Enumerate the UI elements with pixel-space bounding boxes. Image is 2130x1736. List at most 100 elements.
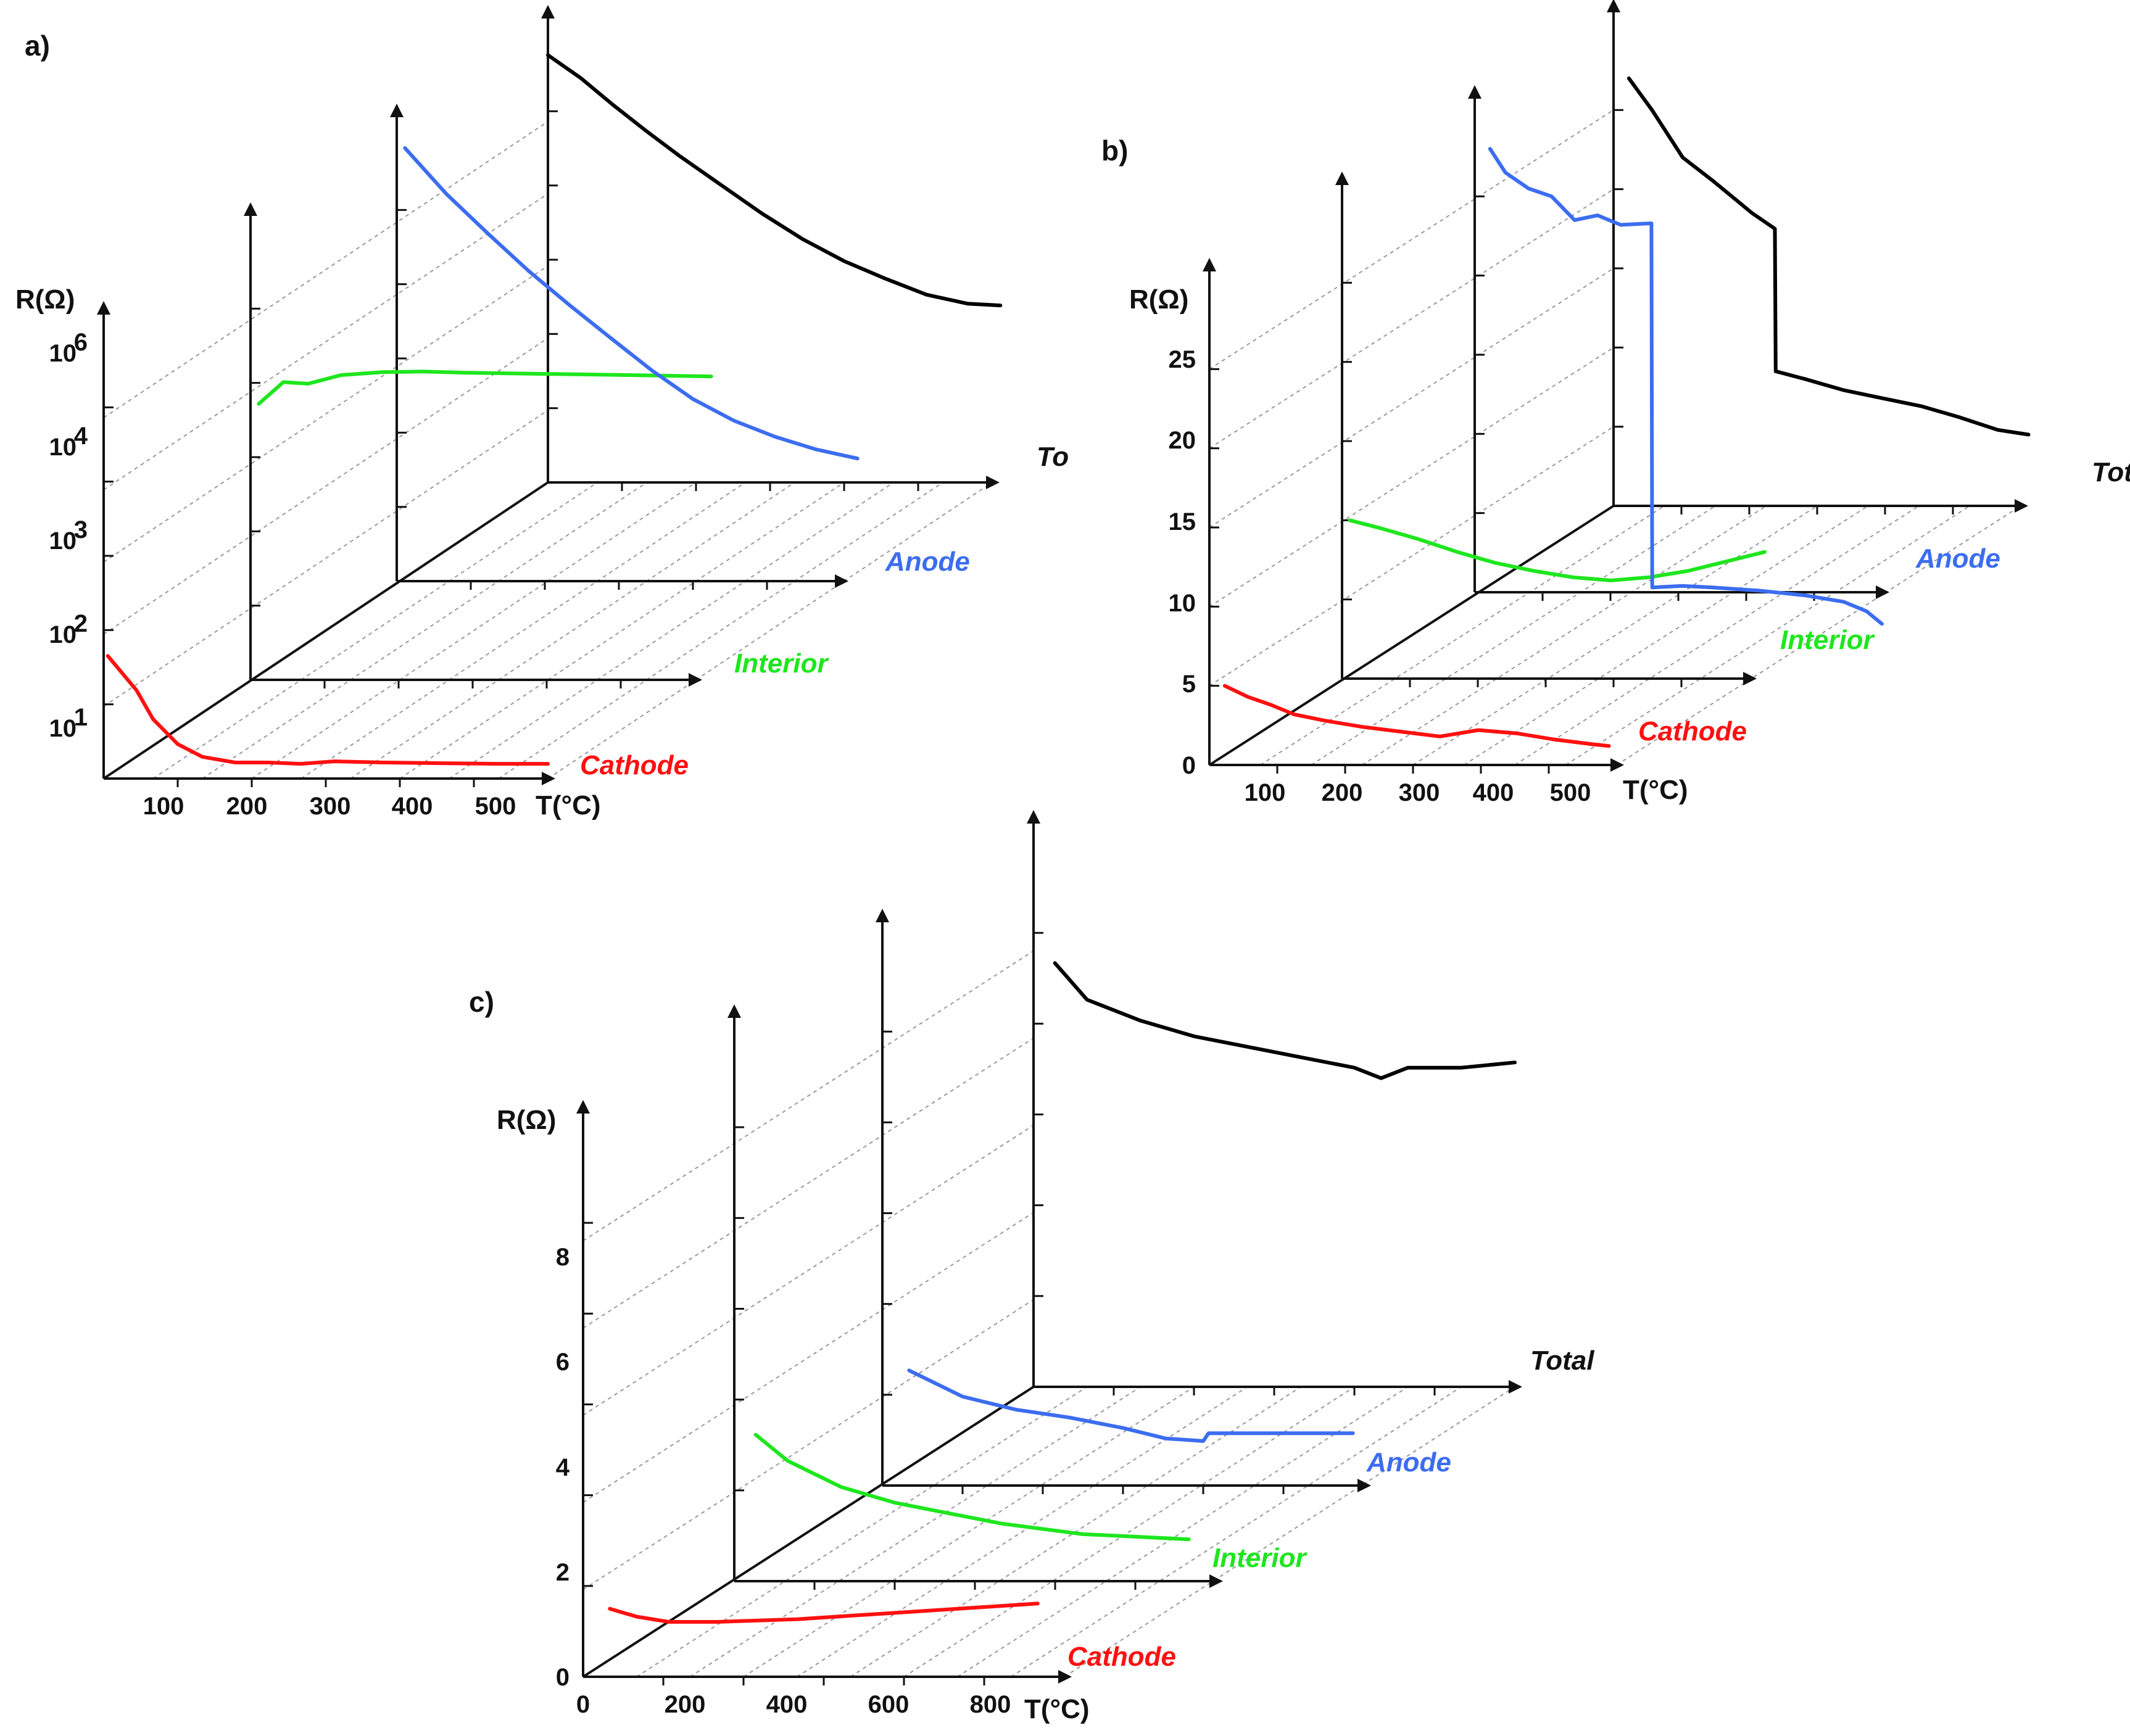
series-line-anode — [403, 146, 860, 461]
y-axis-arrow — [1203, 258, 1216, 271]
depth-guide-line — [1412, 505, 1818, 766]
x-tick-label: 300 — [310, 793, 351, 820]
y-tick-label: 10 — [49, 434, 77, 461]
depth-guide-line — [547, 482, 993, 779]
y-tick-exponent: 4 — [74, 423, 88, 450]
depth-guide-line — [103, 121, 549, 418]
y-tick-label: 10 — [49, 715, 77, 742]
y-tick-label: 4 — [556, 1454, 570, 1481]
depth-guide-line — [582, 1037, 1034, 1329]
depth-guide-line — [1064, 1386, 1515, 1677]
x-tick-label: 500 — [1550, 779, 1591, 806]
y-tick-label: 6 — [556, 1349, 570, 1376]
depth-guide-line — [103, 193, 549, 490]
x-axis-arrow — [1509, 1380, 1522, 1394]
depth-guide-line — [1209, 268, 1614, 528]
x-tick-label: 300 — [1399, 779, 1440, 806]
series-line-cathode — [608, 1602, 1040, 1624]
x-axis-title: T(°C) — [1024, 1694, 1090, 1724]
y-tick-label: 8 — [556, 1244, 570, 1271]
x-axis-title: T(°C) — [1623, 775, 1688, 805]
y-tick-exponent: 2 — [74, 610, 88, 637]
series-label-cathode: Cathode — [1067, 1642, 1176, 1672]
depth-guide-line — [582, 1125, 1034, 1416]
series-label-total: Total — [1530, 1345, 1594, 1376]
x-tick-label: 100 — [143, 793, 184, 820]
x-axis-arrow — [542, 772, 555, 785]
depth-guide-line — [582, 950, 1034, 1242]
x-axis-arrow — [1058, 1670, 1072, 1684]
x-tick-label: 400 — [1473, 779, 1514, 806]
depth-guide-line — [1616, 505, 2021, 766]
series-label-cathode: Cathode — [1638, 716, 1747, 746]
x-tick-label: 200 — [1322, 779, 1363, 806]
series-label-interior: Interior — [1780, 625, 1875, 655]
y-axis-arrow — [541, 5, 555, 19]
depth-guide-line — [103, 337, 549, 635]
depth-guide-line — [1311, 505, 1716, 766]
y-tick-exponent: 1 — [74, 704, 88, 731]
depth-guide-line — [689, 1386, 1141, 1677]
x-tick-label: 600 — [868, 1691, 910, 1718]
series-line-total — [1053, 961, 1517, 1080]
y-axis-title: R(Ω) — [15, 284, 75, 315]
depth-guide-line — [582, 1299, 1034, 1590]
series-line-anode — [907, 1368, 1355, 1443]
depth-guide-line — [103, 265, 549, 563]
series-line-anode — [1488, 147, 1884, 626]
series-label-total: Total — [2092, 457, 2130, 487]
series-label-cathode: Cathode — [580, 750, 689, 780]
y-tick-label: 0 — [1182, 752, 1196, 779]
series-line-interior — [1348, 518, 1767, 582]
y-axis-arrow — [727, 1004, 741, 1018]
y-tick-label: 25 — [1169, 346, 1196, 373]
panel-letter: b) — [1101, 134, 1128, 167]
x-tick-label: 400 — [766, 1691, 808, 1718]
x-axis-title: T(°C) — [536, 790, 601, 820]
depth-guide-line — [1209, 109, 1614, 370]
depth-guide-line — [797, 1386, 1248, 1677]
y-axis-arrow — [244, 202, 257, 216]
y-tick-label: 20 — [1169, 427, 1196, 454]
depth-axis — [582, 1386, 1035, 1678]
series-line-total — [546, 53, 1003, 308]
x-axis-arrow — [986, 476, 1000, 489]
depth-guide-line — [1361, 505, 1767, 766]
x-tick-label: 500 — [475, 793, 516, 820]
depth-guide-line — [1463, 505, 1869, 766]
depth-guide-line — [300, 482, 746, 779]
y-tick-exponent: 6 — [74, 329, 88, 356]
series-line-cathode — [1222, 684, 1611, 748]
depth-guide-line — [399, 482, 845, 779]
depth-axis — [1208, 505, 1615, 766]
x-axis-arrow — [1357, 1479, 1371, 1492]
x-axis-arrow — [1876, 585, 1889, 599]
y-axis-title: R(Ω) — [1129, 284, 1188, 315]
depth-guide-line — [1514, 505, 1920, 766]
depth-guide-line — [103, 410, 549, 707]
y-axis-arrow — [97, 301, 110, 315]
y-axis-arrow — [390, 104, 404, 117]
y-axis-arrow — [876, 909, 889, 922]
series-line-interior — [753, 1432, 1191, 1542]
y-tick-label: 10 — [49, 527, 77, 555]
y-tick-label: 10 — [49, 340, 77, 367]
y-tick-label: 15 — [1169, 508, 1196, 535]
y-tick-label: 0 — [556, 1664, 570, 1691]
depth-guide-line — [498, 482, 943, 779]
x-tick-label: 800 — [970, 1691, 1011, 1718]
depth-guide-line — [1010, 1386, 1462, 1677]
y-axis-arrow — [1607, 0, 1620, 12]
x-axis-arrow — [835, 574, 848, 588]
y-tick-label: 2 — [556, 1559, 570, 1586]
x-tick-label: 200 — [226, 793, 268, 820]
x-axis-arrow — [2015, 499, 2028, 513]
x-axis-arrow — [1743, 672, 1757, 685]
depth-guide-line — [449, 482, 894, 779]
depth-guide-line — [1209, 188, 1614, 449]
depth-guide-line — [350, 482, 795, 779]
depth-guide-line — [152, 482, 598, 779]
series-label-anode: Anode — [1915, 544, 2000, 574]
depth-guide-line — [743, 1386, 1195, 1677]
x-tick-label: 0 — [576, 1691, 590, 1718]
